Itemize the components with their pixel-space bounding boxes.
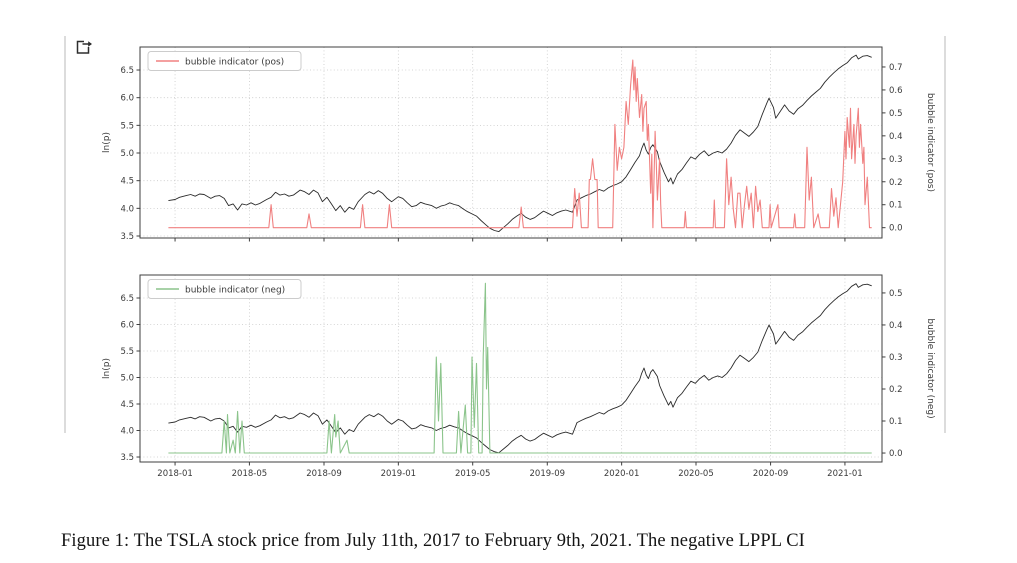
y-tick-label-left: 6.0: [120, 321, 134, 331]
tsla-bubble-indicator-figure: 3.5 4.0 4.5 5.0 5.5 6.0 6.5 0.0 0.1 0.2 0.3 0.4 0.5 0…: [102, 46, 935, 479]
x-tick-label: 2019-09: [530, 469, 566, 479]
y-tick-label-right: 0.0: [889, 224, 903, 234]
y-tick-label-left: 6.5: [120, 294, 134, 304]
popout-icon[interactable]: [75, 37, 95, 57]
right-axis-title: bubble indicator (pos): [925, 93, 935, 192]
y-tick-label-right: 0.0: [889, 449, 903, 459]
y-tick-label-left: 5.5: [120, 121, 134, 131]
bottom-chart: 2018-01 2018-05 2018-09 2019-01 2019-05 2019-…: [102, 274, 935, 479]
legend-box: [147, 51, 302, 71]
y-tick-label-left: 4.0: [120, 204, 134, 214]
top-chart: 3.5 4.0 4.5 5.0 5.5 6.0 6.5 0.0 0.1 0.2 0.3 0.4 0.5 0…: [102, 46, 935, 242]
y-tick-label-right: 0.2: [889, 385, 903, 395]
y-tick-label-right: 0.1: [889, 417, 903, 427]
y-tick-label-right: 0.5: [889, 289, 903, 299]
y-tick-label-left: 6.0: [120, 94, 134, 104]
y-tick-label-right: 0.5: [889, 109, 903, 119]
y-tick-label-left: 4.5: [120, 400, 134, 410]
x-tick-label: 2021-01: [827, 469, 863, 479]
right-axis-title: bubble indicator (neg): [925, 318, 935, 418]
price-line: [168, 54, 872, 233]
neg-indicator-line: [168, 282, 872, 454]
y-tick-label-right: 0.3: [889, 155, 903, 165]
x-tick-label: 2020-05: [678, 469, 714, 479]
legend-label: bubble indicator (pos): [185, 58, 284, 68]
y-tick-label-right: 0.4: [889, 132, 903, 142]
plot-frame: [139, 274, 883, 463]
plot-frame: [139, 46, 883, 239]
y-tick-label-left: 5.0: [120, 149, 134, 159]
y-tick-label-left: 3.5: [120, 453, 134, 463]
y-tick-label-left: 3.5: [120, 232, 134, 242]
x-tick-label: 2018-01: [157, 469, 193, 479]
output-border-left: [64, 36, 66, 433]
pos-indicator-line: [168, 59, 872, 229]
x-tick-label: 2019-01: [381, 469, 417, 479]
y-tick-label-left: 6.5: [120, 66, 134, 76]
figure-caption: Figure 1: The TSLA stock price from July…: [61, 531, 805, 551]
y-tick-label-left: 4.0: [120, 427, 134, 437]
x-tick-label: 2018-05: [232, 469, 268, 479]
y-tick-label-left: 4.5: [120, 177, 134, 187]
left-axis-title: ln(p): [102, 132, 112, 153]
x-tick-label: 2020-01: [604, 469, 640, 479]
y-tick-label-right: 0.1: [889, 201, 903, 211]
y-tick-label-right: 0.2: [889, 178, 903, 188]
left-axis-title: ln(p): [102, 358, 112, 379]
y-tick-label-right: 0.7: [889, 63, 903, 73]
y-tick-label-right: 0.4: [889, 321, 903, 331]
y-tick-label-right: 0.3: [889, 353, 903, 363]
price-line: [168, 283, 872, 454]
y-tick-label-left: 5.5: [120, 347, 134, 357]
legend: bubble indicator (neg): [147, 279, 302, 299]
x-tick-label: 2018-09: [306, 469, 342, 479]
output-border-right: [944, 36, 946, 433]
legend: bubble indicator (pos): [147, 51, 302, 71]
x-tick-label: 2019-05: [455, 469, 491, 479]
legend-label: bubble indicator (neg): [185, 286, 285, 296]
y-tick-label-right: 0.6: [889, 86, 903, 96]
x-tick-label: 2020-09: [753, 469, 789, 479]
legend-box: [147, 279, 302, 299]
y-tick-label-left: 5.0: [120, 374, 134, 384]
